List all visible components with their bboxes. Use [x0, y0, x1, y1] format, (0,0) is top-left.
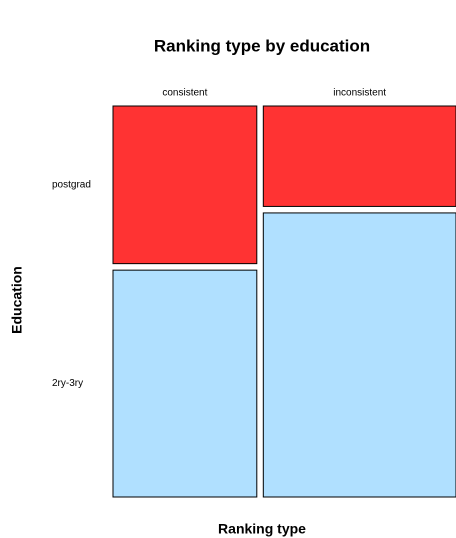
row-label: 2ry-3ry: [52, 378, 83, 389]
mosaic-cell: [262, 105, 456, 207]
column-label: consistent: [162, 88, 207, 99]
mosaic-cell: [112, 105, 258, 265]
y-axis-label: Education: [9, 266, 25, 334]
mosaic-cell: [262, 212, 456, 498]
column-label: inconsistent: [333, 88, 386, 99]
x-axis-label: Ranking type: [218, 521, 306, 537]
mosaic-cell: [112, 269, 258, 498]
chart-title: Ranking type by education: [154, 36, 370, 55]
row-label: postgrad: [52, 179, 91, 190]
